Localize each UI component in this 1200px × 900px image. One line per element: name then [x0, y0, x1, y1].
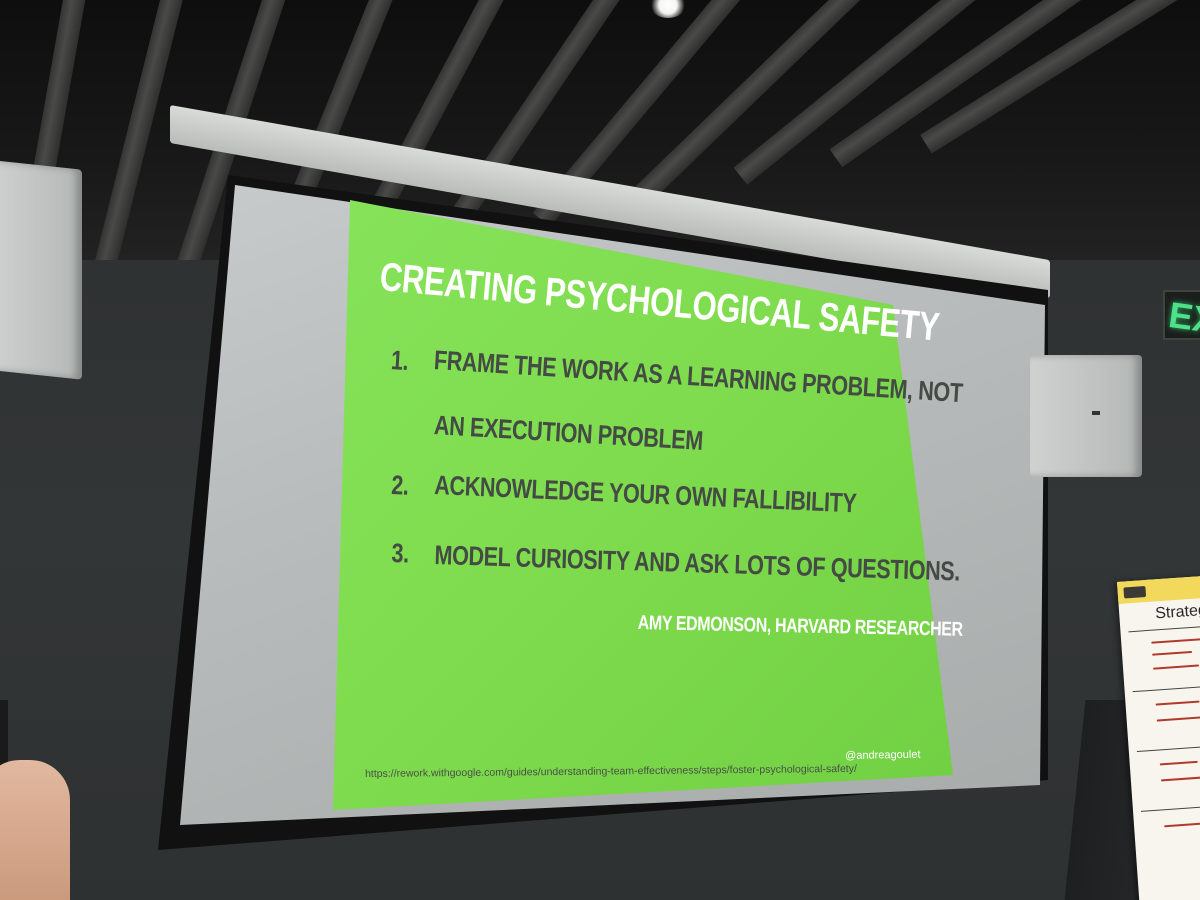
presenter-sleeve	[0, 700, 8, 820]
exit-sign-text: EX	[1166, 294, 1200, 342]
flip-chart-rule	[1141, 804, 1200, 812]
handwriting-scribble	[1159, 760, 1198, 766]
ceiling-light	[650, 0, 686, 18]
post-it-logo	[1123, 586, 1147, 599]
handwriting-scribble	[1153, 664, 1200, 670]
presenter-hand	[0, 760, 70, 900]
exit-sign	[1163, 290, 1200, 340]
wall-speaker-left	[0, 160, 82, 380]
flip-chart-rule	[1128, 625, 1200, 633]
list-item-number: 3.	[391, 538, 410, 569]
handwriting-scribble	[1160, 776, 1200, 782]
flip-chart-title: Strategis	[1154, 601, 1200, 623]
slide-author-handle: @andreagoulet	[845, 748, 921, 762]
handwriting-scribble	[1152, 650, 1193, 656]
flip-chart-rule	[1136, 744, 1200, 753]
slide-background	[333, 200, 953, 810]
handwriting-scribble	[1164, 822, 1200, 828]
handwriting-scribble	[1155, 700, 1200, 706]
list-item-number: 1.	[390, 345, 410, 376]
ceiling-slat	[733, 0, 1004, 185]
flip-chart-rule	[1132, 684, 1200, 693]
handwriting-scribble	[1156, 716, 1200, 722]
wall-speaker-right	[1030, 355, 1142, 477]
handwriting-scribble	[1151, 638, 1200, 644]
list-item-number: 2.	[390, 470, 410, 501]
speaker-logo	[1092, 411, 1100, 415]
